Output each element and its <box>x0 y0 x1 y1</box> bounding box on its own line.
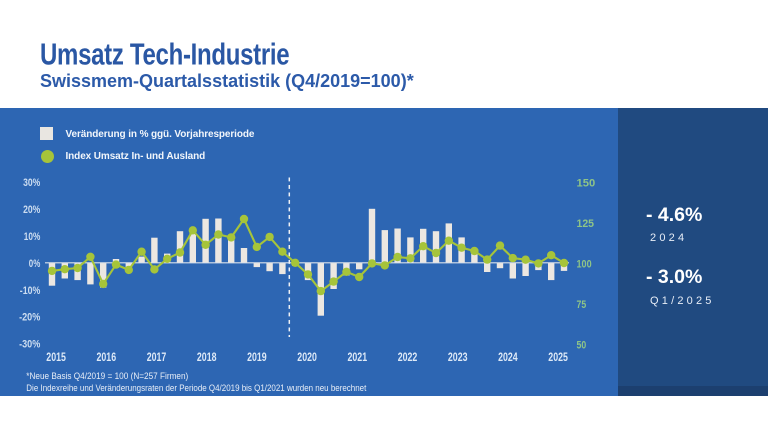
svg-text:0%: 0% <box>29 258 41 270</box>
svg-text:2021: 2021 <box>348 352 368 364</box>
svg-text:2019: 2019 <box>247 352 267 364</box>
svg-text:2016: 2016 <box>97 352 117 364</box>
svg-text:100: 100 <box>577 258 592 270</box>
svg-text:*Neue Basis Q4/2019 = 100 (N=2: *Neue Basis Q4/2019 = 100 (N=257 Firmen) <box>26 371 188 381</box>
svg-text:2020: 2020 <box>297 352 317 364</box>
svg-text:2018: 2018 <box>197 352 217 364</box>
svg-text:2015: 2015 <box>46 352 66 364</box>
svg-text:30%: 30% <box>23 177 40 189</box>
svg-text:2022: 2022 <box>398 352 418 364</box>
svg-text:-30%: -30% <box>19 339 40 351</box>
svg-text:2025: 2025 <box>548 352 568 364</box>
svg-text:75: 75 <box>577 299 587 311</box>
svg-text:-10%: -10% <box>20 285 41 297</box>
svg-text:2024: 2024 <box>498 352 518 364</box>
svg-text:10%: 10% <box>24 231 41 243</box>
svg-text:Die Indexreihe und Veränderung: Die Indexreihe und Veränderungsraten der… <box>26 383 366 393</box>
svg-text:-20%: -20% <box>19 312 40 324</box>
svg-text:2023: 2023 <box>448 352 468 364</box>
svg-text:2017: 2017 <box>147 352 167 364</box>
svg-text:150: 150 <box>577 177 596 189</box>
svg-text:125: 125 <box>577 218 595 230</box>
svg-text:50: 50 <box>577 339 587 351</box>
svg-text:20%: 20% <box>23 204 40 216</box>
